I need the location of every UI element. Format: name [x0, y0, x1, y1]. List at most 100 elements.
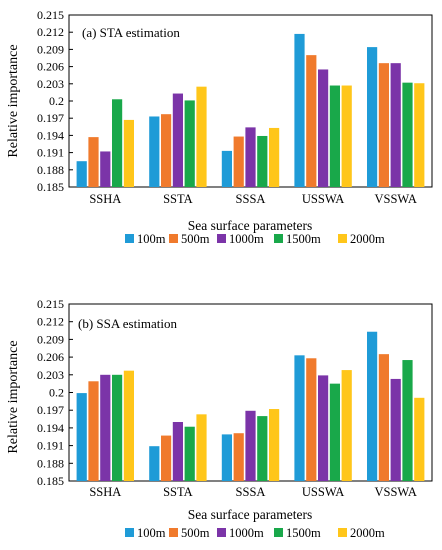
bar: [390, 63, 401, 187]
bar: [390, 378, 401, 481]
y-tick-label: 0.209: [37, 332, 64, 346]
y-tick-label: 0.188: [37, 456, 64, 470]
y-tick-label: 0.212: [37, 25, 64, 39]
bar: [172, 93, 183, 187]
bar: [294, 355, 305, 481]
y-tick-label: 0.2: [49, 386, 64, 400]
y-tick-label: 0.185: [37, 474, 64, 488]
bar: [88, 381, 99, 481]
x-tick-label: SSTA: [163, 192, 193, 206]
y-tick-label: 0.206: [37, 60, 64, 74]
x-tick-label: USSWA: [302, 485, 344, 499]
bar: [123, 119, 134, 187]
legend-label: 1000m: [229, 526, 264, 540]
x-tick-label: SSHA: [89, 192, 121, 206]
x-tick-label: USSWA: [302, 192, 344, 206]
bar: [100, 151, 111, 187]
bar: [341, 85, 352, 187]
bar: [123, 370, 134, 481]
legend-label: 100m: [137, 232, 166, 246]
bar: [233, 136, 244, 187]
y-tick-label: 0.191: [37, 146, 64, 160]
bar: [341, 370, 352, 481]
legend-swatch: [217, 234, 226, 243]
bar: [149, 446, 160, 481]
legend-label: 1500m: [286, 526, 321, 540]
legend-swatch: [338, 234, 347, 243]
y-tick-label: 0.185: [37, 180, 64, 194]
bar: [221, 150, 232, 187]
bar: [196, 414, 207, 481]
chart-title-b: (b) SSA estimation: [78, 316, 177, 331]
legend-swatch: [125, 234, 134, 243]
bar: [367, 47, 378, 188]
y-tick-label: 0.203: [37, 77, 64, 91]
legend-swatch: [274, 528, 283, 537]
legend-label: 500m: [181, 526, 210, 540]
bar: [306, 358, 317, 481]
y-tick-label: 0.191: [37, 439, 64, 453]
y-tick-label: 0.194: [37, 128, 64, 142]
y-tick-label: 0.206: [37, 350, 64, 364]
legend-label: 100m: [137, 526, 166, 540]
y-tick-label: 0.215: [37, 8, 64, 22]
x-axis-label-a: Sea surface parameters: [188, 218, 312, 233]
bar: [221, 434, 232, 481]
legend-label: 1000m: [229, 232, 264, 246]
legend-swatch: [217, 528, 226, 537]
bar: [257, 416, 268, 481]
legend-swatch: [274, 234, 283, 243]
bar: [294, 33, 305, 187]
bar: [402, 82, 413, 187]
bar: [100, 374, 111, 481]
y-axis-label-b: Relative importance: [6, 340, 21, 453]
bar: [329, 85, 340, 187]
y-tick-label: 0.197: [37, 403, 64, 417]
x-tick-label: SSSA: [236, 485, 266, 499]
y-axis-label-a: Relative importance: [6, 44, 21, 157]
bar: [378, 63, 389, 187]
x-tick-label: SSSA: [236, 192, 266, 206]
legend-label: 2000m: [350, 526, 385, 540]
bar: [149, 116, 160, 187]
bar: [318, 69, 329, 187]
bar: [318, 375, 329, 481]
y-tick-label: 0.197: [37, 111, 64, 125]
bar: [161, 114, 172, 187]
bar: [367, 331, 378, 481]
y-tick-label: 0.188: [37, 163, 64, 177]
legend-swatch: [169, 528, 178, 537]
bar: [245, 127, 256, 187]
legend-swatch: [338, 528, 347, 537]
bar: [257, 135, 268, 187]
x-axis-label-b: Sea surface parameters: [188, 507, 312, 522]
y-tick-label: 0.215: [37, 297, 64, 311]
y-tick-label: 0.2: [49, 94, 64, 108]
bar: [269, 127, 280, 187]
legend-b: 100m 500m 1000m 1500m 2000m: [125, 526, 385, 540]
bar: [112, 99, 123, 187]
chart-title-a: (a) STA estimation: [82, 25, 180, 40]
x-tick-label: VSSWA: [375, 192, 417, 206]
x-tick-label: SSTA: [163, 485, 193, 499]
bar: [196, 86, 207, 187]
legend-swatch: [169, 234, 178, 243]
legend-label: 2000m: [350, 232, 385, 246]
chart-panel-a: (a) STA estimation Relative importance S…: [6, 8, 433, 246]
bar: [184, 100, 195, 187]
bar: [378, 354, 389, 481]
x-tick-label: SSHA: [89, 485, 121, 499]
chart-panel-b: (b) SSA estimation Relative importance S…: [6, 297, 433, 540]
bar: [161, 435, 172, 481]
bar: [402, 360, 413, 481]
bar: [112, 374, 123, 481]
y-tick-label: 0.194: [37, 421, 64, 435]
bar: [233, 433, 244, 481]
bar: [88, 137, 99, 187]
legend-label: 1500m: [286, 232, 321, 246]
bar: [269, 409, 280, 481]
bar: [76, 161, 87, 187]
y-tick-label: 0.203: [37, 368, 64, 382]
bar: [172, 422, 183, 481]
